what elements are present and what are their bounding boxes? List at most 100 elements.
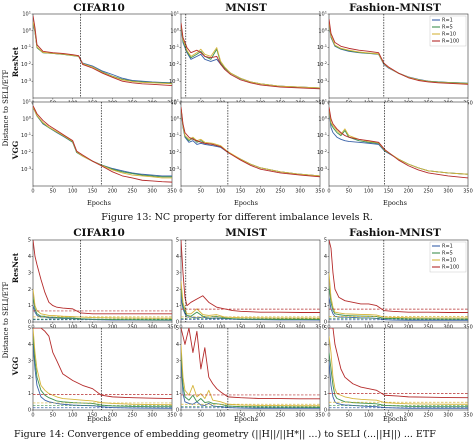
panel-13-resnet-fashion-mnist: 10110010-110-210-3050100150200250300350R… <box>317 11 473 107</box>
x-tick-label: 150 <box>88 189 98 195</box>
f13-row-label-resnet: ResNet <box>11 46 20 77</box>
x-tick-label: 50 <box>198 413 204 419</box>
x-tick-label: 300 <box>443 413 453 419</box>
x-tick-label: 100 <box>68 189 78 195</box>
chart-panels: 10110010-110-210-30501001502002503003501… <box>21 11 473 419</box>
x-tick-label: 300 <box>443 189 453 195</box>
x-tick-label: 300 <box>147 413 157 419</box>
y-tick-label: 0 <box>28 320 31 326</box>
y-tick-label: 101 <box>22 99 31 106</box>
x-tick-label: 0 <box>179 325 182 331</box>
y-tick-label: 3 <box>176 358 179 364</box>
series-line-r10 <box>329 107 468 175</box>
series-line-r1 <box>181 297 320 321</box>
plot-frame <box>328 101 469 187</box>
x-tick-label: 250 <box>276 189 286 195</box>
x-tick-label: 100 <box>216 413 226 419</box>
x-tick-label: 350 <box>463 325 473 331</box>
x-tick-label: 350 <box>167 413 177 419</box>
y-tick-label: 10-3 <box>169 78 179 85</box>
f14-row-label-vgg: VGG <box>11 357 20 377</box>
x-tick-label: 300 <box>295 413 305 419</box>
x-tick-label: 250 <box>424 325 434 331</box>
x-tick-label: 50 <box>50 189 56 195</box>
x-tick-label: 200 <box>256 189 266 195</box>
y-tick-label: 4 <box>28 254 31 260</box>
series-line-r1 <box>329 297 468 321</box>
y-tick-label: 100 <box>22 115 31 122</box>
y-tick-label: 5 <box>324 326 327 332</box>
plot-frame <box>32 239 173 323</box>
y-tick-label: 10-3 <box>317 78 327 85</box>
y-tick-label: 10-2 <box>317 149 327 156</box>
y-tick-label: 101 <box>170 99 179 106</box>
y-tick-label: 101 <box>22 11 31 18</box>
x-tick-label: 200 <box>108 189 118 195</box>
y-tick-label: 4 <box>176 254 179 260</box>
x-tick-label: 0 <box>327 189 330 195</box>
y-tick-label: 101 <box>318 11 327 18</box>
x-tick-label: 150 <box>236 325 246 331</box>
x-tick-label: 350 <box>167 189 177 195</box>
f14-caption-fragment: Figure 14: Convergence of embedding geom… <box>14 429 436 440</box>
f13-title-cifar10: CIFAR10 <box>73 2 125 14</box>
x-tick-label: 250 <box>128 189 138 195</box>
series-line-r100 <box>181 22 320 90</box>
y-tick-label: 4 <box>324 254 327 260</box>
y-tick-label: 2 <box>324 375 327 381</box>
y-tick-label: 10-3 <box>21 78 31 85</box>
series-line-r100 <box>33 240 172 315</box>
y-tick-label: 5 <box>28 238 31 244</box>
plot-frame <box>32 13 173 99</box>
x-tick-label: 300 <box>443 325 453 331</box>
panel-13-vgg-fashion-mnist: 101 100 10-1 10-2 10-3 0 50 100 150 200 250 300 350 <box>317 99 473 195</box>
legend-label-r100: R=100 <box>442 265 459 271</box>
series-line-r100 <box>181 107 320 178</box>
y-tick-label: 100 <box>318 27 327 34</box>
y-tick-label: 100 <box>170 115 179 122</box>
y-tick-label: 1 <box>28 391 31 397</box>
series-line-r10 <box>329 272 468 319</box>
plot-frame <box>180 327 321 411</box>
x-tick-label: 0 <box>327 413 330 419</box>
x-tick-label: 300 <box>295 325 305 331</box>
y-tick-label: 10-2 <box>21 61 31 68</box>
series-line-r5 <box>329 285 468 320</box>
x-tick-label: 350 <box>463 189 473 195</box>
y-tick-label: 10-2 <box>169 61 179 68</box>
y-tick-label: 0 <box>176 320 179 326</box>
f14-ylabel: Distance to SELI/ETF <box>2 281 10 358</box>
legend-label-r5: R=5 <box>442 251 453 257</box>
y-tick-label: 1 <box>28 303 31 309</box>
x-tick-label: 50 <box>50 325 56 331</box>
x-tick-label: 250 <box>424 189 434 195</box>
panel-13-vgg-mnist: 101 100 10-1 10-2 10-3 0 50 100 150 200 250 300 350 <box>169 99 325 195</box>
y-tick-label: 10-3 <box>317 166 327 173</box>
y-tick-label: 100 <box>22 27 31 34</box>
series-line-r10 <box>181 107 320 177</box>
x-tick-label: 0 <box>179 413 182 419</box>
x-tick-label: 200 <box>404 413 414 419</box>
y-tick-label: 10-3 <box>169 166 179 173</box>
x-tick-label: 300 <box>147 325 157 331</box>
series-line-r100 <box>181 240 320 313</box>
x-tick-label: 150 <box>88 413 98 419</box>
x-tick-label: 0 <box>179 189 182 195</box>
f13-ylabel: Distance to SELI/ETF <box>2 69 10 146</box>
x-tick-label: 0 <box>31 189 34 195</box>
x-tick-label: 50 <box>346 189 352 195</box>
series-line-r5 <box>181 352 320 408</box>
x-tick-label: 200 <box>108 325 118 331</box>
series-line-r10 <box>33 328 172 406</box>
x-tick-label: 50 <box>346 413 352 419</box>
x-tick-label: 150 <box>236 413 246 419</box>
y-tick-label: 5 <box>176 238 179 244</box>
x-tick-label: 50 <box>198 325 204 331</box>
plot-frame <box>32 101 173 187</box>
y-tick-label: 10-1 <box>21 44 31 51</box>
x-tick-label: 100 <box>364 325 374 331</box>
y-tick-label: 1 <box>176 303 179 309</box>
x-tick-label: 350 <box>315 189 325 195</box>
legend-label-r1: R=1 <box>442 18 453 24</box>
plot-frame <box>180 239 321 323</box>
